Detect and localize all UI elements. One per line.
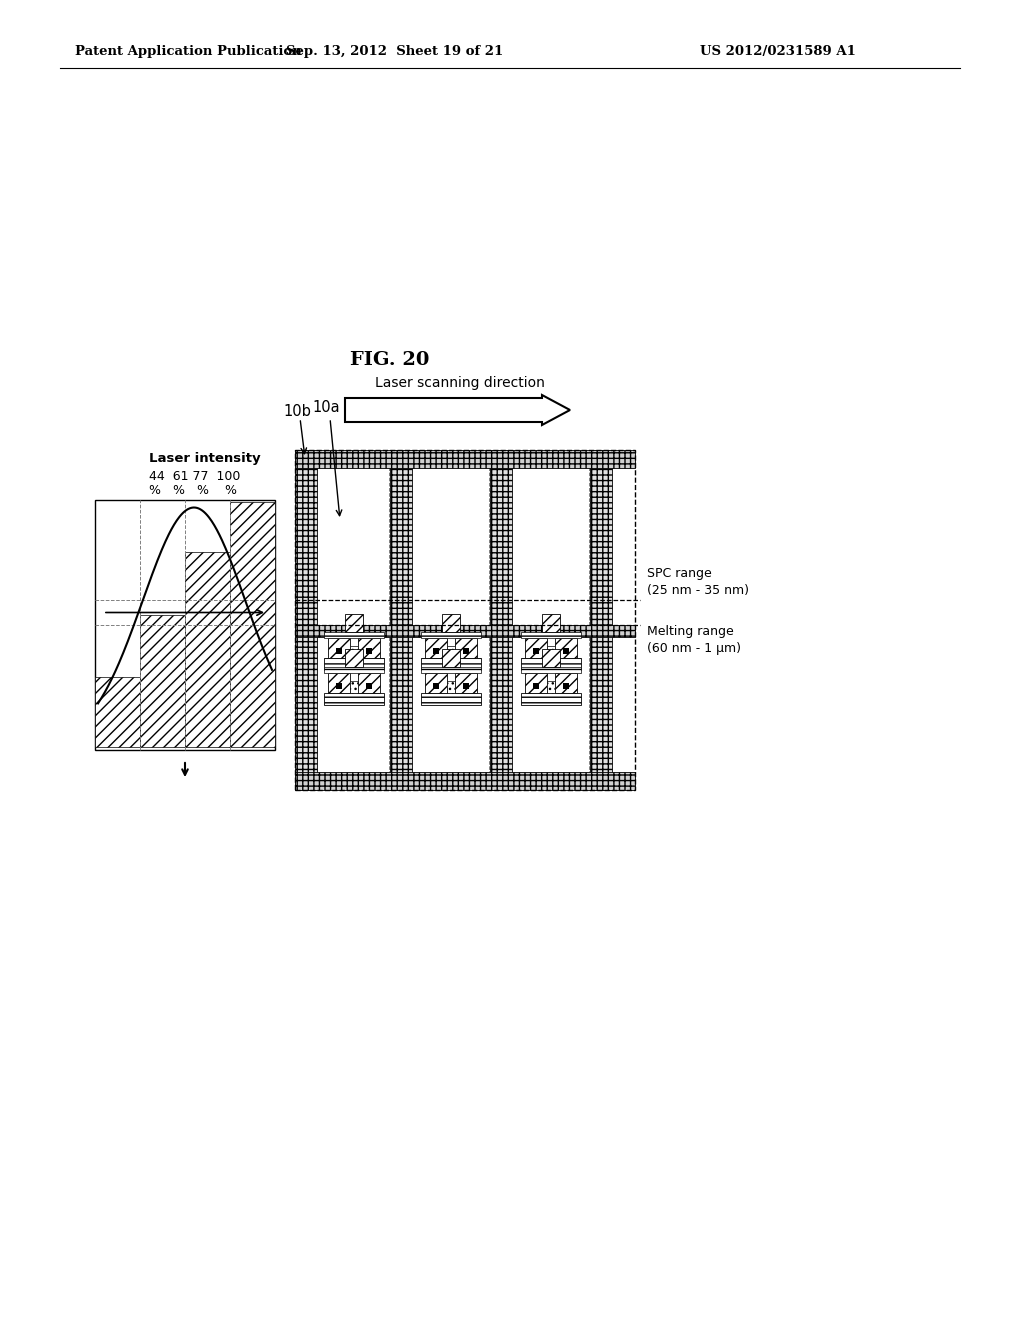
- Bar: [349, 645, 357, 657]
- Bar: [295, 772, 635, 789]
- Text: Patent Application Publication: Patent Application Publication: [75, 45, 302, 58]
- Bar: [230, 502, 275, 747]
- FancyArrow shape: [345, 395, 570, 425]
- Bar: [563, 648, 569, 653]
- Bar: [590, 450, 612, 789]
- Text: Melting range
(60 nm - 1 μm): Melting range (60 nm - 1 μm): [647, 624, 741, 655]
- Bar: [366, 648, 372, 653]
- Bar: [463, 682, 469, 689]
- Bar: [295, 624, 635, 638]
- Bar: [425, 638, 447, 657]
- Bar: [425, 673, 447, 693]
- Bar: [421, 632, 481, 638]
- Bar: [421, 657, 481, 671]
- Text: SPC range
(25 nm - 35 nm): SPC range (25 nm - 35 nm): [647, 568, 749, 597]
- Bar: [185, 552, 230, 747]
- Text: 44  61 77  100: 44 61 77 100: [150, 470, 241, 483]
- Bar: [563, 682, 569, 689]
- Bar: [95, 677, 140, 747]
- Text: %   %   %    %: % % % %: [150, 484, 237, 498]
- Bar: [295, 450, 635, 789]
- Bar: [421, 667, 481, 673]
- Bar: [521, 693, 581, 705]
- Bar: [357, 673, 380, 693]
- Bar: [349, 681, 357, 693]
- Bar: [433, 682, 439, 689]
- Bar: [534, 682, 539, 689]
- Bar: [447, 681, 455, 693]
- Bar: [433, 648, 439, 653]
- Bar: [542, 649, 560, 667]
- Bar: [442, 649, 460, 667]
- Bar: [547, 681, 555, 693]
- Bar: [336, 648, 341, 653]
- Text: Laser scanning direction: Laser scanning direction: [375, 376, 545, 389]
- Bar: [521, 667, 581, 673]
- Bar: [295, 450, 317, 789]
- Bar: [547, 645, 555, 657]
- Bar: [534, 648, 539, 653]
- Bar: [324, 632, 384, 638]
- Bar: [555, 638, 577, 657]
- Bar: [447, 645, 455, 657]
- Bar: [324, 667, 384, 673]
- Text: FIG. 20: FIG. 20: [350, 351, 430, 370]
- Bar: [555, 673, 577, 693]
- Bar: [295, 450, 635, 469]
- Text: Laser intensity: Laser intensity: [150, 451, 261, 465]
- Bar: [95, 500, 275, 750]
- Text: 10b: 10b: [283, 404, 311, 420]
- Bar: [455, 673, 477, 693]
- Bar: [542, 614, 560, 632]
- Bar: [357, 638, 380, 657]
- Bar: [295, 450, 635, 789]
- Bar: [344, 649, 362, 667]
- Bar: [525, 638, 547, 657]
- Bar: [521, 657, 581, 671]
- Bar: [455, 638, 477, 657]
- Bar: [421, 693, 481, 705]
- Text: US 2012/0231589 A1: US 2012/0231589 A1: [700, 45, 856, 58]
- Text: 10a: 10a: [312, 400, 340, 414]
- Bar: [390, 450, 412, 789]
- Bar: [328, 638, 349, 657]
- Bar: [324, 657, 384, 671]
- Bar: [328, 673, 349, 693]
- Bar: [490, 450, 512, 789]
- Bar: [324, 693, 384, 705]
- Bar: [140, 615, 185, 747]
- Bar: [525, 673, 547, 693]
- Bar: [344, 614, 362, 632]
- Bar: [366, 682, 372, 689]
- Bar: [336, 682, 341, 689]
- Text: Sep. 13, 2012  Sheet 19 of 21: Sep. 13, 2012 Sheet 19 of 21: [287, 45, 504, 58]
- Bar: [463, 648, 469, 653]
- Bar: [521, 632, 581, 638]
- Bar: [442, 614, 460, 632]
